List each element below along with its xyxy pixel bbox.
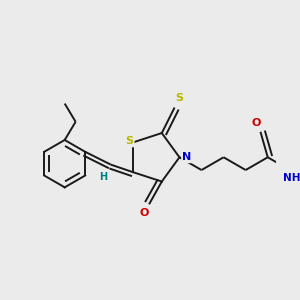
Text: NH: NH — [283, 173, 300, 183]
Text: H: H — [99, 172, 107, 182]
Text: O: O — [140, 208, 149, 218]
Text: N: N — [182, 152, 191, 162]
Text: O: O — [251, 118, 261, 128]
Text: S: S — [175, 93, 183, 103]
Text: S: S — [126, 136, 134, 146]
